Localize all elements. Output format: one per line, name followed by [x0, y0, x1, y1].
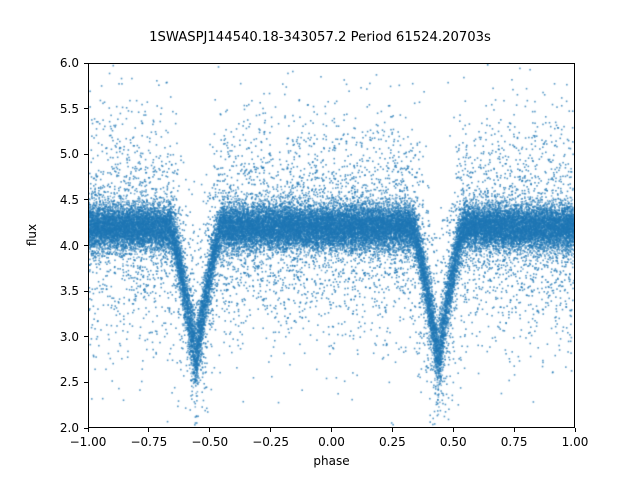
y-tick-mark [84, 62, 88, 64]
x-tick-label: 0.75 [500, 435, 528, 449]
scatter-plot-canvas [89, 64, 574, 427]
x-tick-label: 0.25 [379, 435, 406, 449]
x-tick-label: −0.25 [252, 435, 290, 449]
x-tick-mark [87, 428, 89, 432]
plot-area [88, 63, 575, 428]
x-tick-label: −1.00 [69, 435, 107, 449]
y-tick-label: 2.5 [59, 375, 79, 390]
x-tick-mark [331, 428, 333, 432]
x-tick-mark [391, 428, 393, 432]
x-tick-mark [574, 428, 576, 432]
y-tick-mark [84, 336, 88, 338]
y-tick-label: 5.0 [59, 147, 79, 162]
y-tick-mark [84, 153, 88, 155]
x-tick-label: −0.75 [130, 435, 168, 449]
x-tick-label: −0.50 [191, 435, 229, 449]
y-tick-mark [84, 290, 88, 292]
y-tick-label: 4.5 [59, 192, 79, 207]
y-tick-label: 2.0 [59, 421, 79, 435]
x-tick-mark [270, 428, 272, 432]
y-tick-label: 3.5 [59, 284, 79, 299]
x-tick-mark [513, 428, 515, 432]
y-tick-mark [84, 245, 88, 247]
y-tick-label: 5.5 [59, 101, 79, 116]
y-tick-label: 4.0 [59, 238, 79, 253]
x-tick-label: 1.00 [561, 435, 589, 449]
x-tick-label: 0.00 [318, 435, 345, 449]
y-tick-mark [84, 199, 88, 201]
x-axis-label: phase [313, 454, 350, 468]
y-tick-mark [84, 427, 88, 429]
y-tick-mark [84, 381, 88, 383]
y-tick-label: 6.0 [59, 56, 79, 70]
y-tick-mark [84, 108, 88, 110]
x-tick-mark [452, 428, 454, 432]
x-tick-label: 0.50 [439, 435, 467, 449]
x-tick-mark [209, 428, 211, 432]
y-tick-label: 3.0 [59, 329, 79, 344]
page-title: 1SWASPJ144540.18-343057.2 Period 61524.2… [149, 30, 491, 45]
x-tick-mark [148, 428, 150, 432]
y-axis-label: flux [25, 223, 39, 247]
